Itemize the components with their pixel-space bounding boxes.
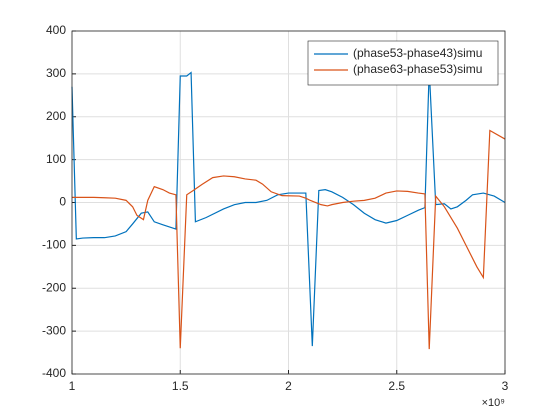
- x-tick-label: 2.5: [388, 379, 405, 393]
- x-tick-label: 3: [502, 379, 509, 393]
- legend: (phase53-phase43)simu (phase63-phase53)si…: [307, 40, 499, 86]
- y-tick-label: -100: [42, 238, 66, 252]
- x-tick-label: 2: [285, 379, 292, 393]
- legend-box: [307, 40, 499, 86]
- y-tick-label: 0: [59, 195, 66, 209]
- y-tick-label: 300: [46, 66, 66, 80]
- y-tick-label: -200: [42, 280, 66, 294]
- y-tick-label: 400: [46, 23, 66, 37]
- y-tick-label: 200: [46, 109, 66, 123]
- y-tick-label: -400: [42, 366, 66, 380]
- x-exponent-label: ×10⁹: [482, 397, 505, 409]
- y-tick-label: 100: [46, 152, 66, 166]
- line-series: [71, 69, 506, 347]
- x-tick-label: 1: [69, 379, 76, 393]
- line-series: [72, 129, 506, 350]
- axes-box: [71, 30, 506, 375]
- x-tick-label: 1.5: [172, 379, 189, 393]
- legend-label: (phase53-phase43)simu: [353, 46, 482, 60]
- legend-label: (phase63-phase53)simu: [353, 62, 482, 76]
- y-tick-label: -300: [42, 323, 66, 337]
